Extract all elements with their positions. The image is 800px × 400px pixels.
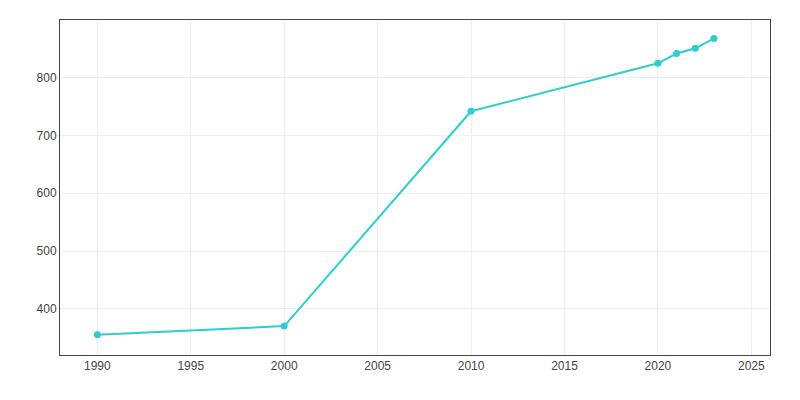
svg-text:1990: 1990 bbox=[84, 359, 111, 373]
svg-text:2020: 2020 bbox=[645, 359, 672, 373]
svg-text:2000: 2000 bbox=[271, 359, 298, 373]
svg-text:1995: 1995 bbox=[177, 359, 204, 373]
svg-text:600: 600 bbox=[37, 186, 57, 200]
svg-text:2025: 2025 bbox=[738, 359, 765, 373]
svg-text:2010: 2010 bbox=[458, 359, 485, 373]
svg-text:500: 500 bbox=[37, 244, 57, 258]
svg-text:400: 400 bbox=[37, 302, 57, 316]
svg-text:800: 800 bbox=[37, 71, 57, 85]
svg-text:700: 700 bbox=[37, 129, 57, 143]
svg-text:2015: 2015 bbox=[551, 359, 578, 373]
svg-text:2005: 2005 bbox=[364, 359, 391, 373]
